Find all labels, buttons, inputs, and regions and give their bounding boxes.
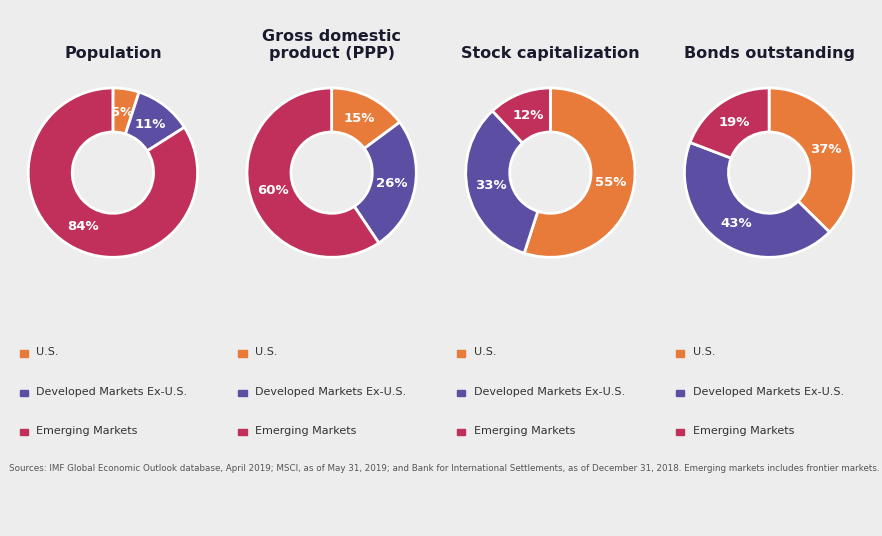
Text: 60%: 60% [258,184,289,197]
Text: 11%: 11% [135,118,166,131]
Text: Emerging Markets: Emerging Markets [255,426,356,436]
Text: U.S.: U.S. [474,347,497,358]
Wedge shape [332,88,400,148]
Bar [19,429,28,435]
Text: 12%: 12% [512,109,543,122]
Text: Developed Markets Ex-U.S.: Developed Markets Ex-U.S. [36,387,188,397]
Wedge shape [466,111,538,253]
Wedge shape [113,88,139,134]
Title: Gross domestic
product (PPP): Gross domestic product (PPP) [262,29,401,62]
Text: 43%: 43% [721,218,752,230]
Text: 19%: 19% [719,116,751,129]
Text: 84%: 84% [68,220,100,233]
Bar [238,429,247,435]
Bar [19,390,28,396]
Wedge shape [492,88,550,143]
Wedge shape [28,88,198,257]
Bar [676,351,684,357]
Wedge shape [684,143,829,257]
Text: 37%: 37% [810,143,841,155]
Text: 5%: 5% [111,106,133,119]
Text: Emerging Markets: Emerging Markets [692,426,794,436]
Text: Developed Markets Ex-U.S.: Developed Markets Ex-U.S. [255,387,407,397]
Title: Population: Population [64,47,161,62]
Text: 26%: 26% [376,176,407,190]
Text: U.S.: U.S. [36,347,59,358]
Bar [457,351,466,357]
Text: U.S.: U.S. [255,347,278,358]
Text: Emerging Markets: Emerging Markets [36,426,138,436]
Wedge shape [247,88,378,257]
Text: 15%: 15% [343,111,375,125]
Wedge shape [690,88,769,158]
Text: Developed Markets Ex-U.S.: Developed Markets Ex-U.S. [474,387,625,397]
Text: Sources: IMF Global Economic Outlook database, April 2019; MSCI, as of May 31, 2: Sources: IMF Global Economic Outlook dat… [9,464,882,473]
Bar [19,351,28,357]
Text: 55%: 55% [594,176,626,189]
Bar [238,351,247,357]
Title: Bonds outstanding: Bonds outstanding [684,47,855,62]
Bar [676,429,684,435]
Wedge shape [125,92,184,151]
Bar [676,390,684,396]
Wedge shape [524,88,635,257]
Text: U.S.: U.S. [692,347,715,358]
Bar [457,429,466,435]
Wedge shape [769,88,854,232]
Bar [238,390,247,396]
Text: 33%: 33% [475,180,506,192]
Bar [457,390,466,396]
Wedge shape [355,122,416,243]
Text: Emerging Markets: Emerging Markets [474,426,575,436]
Text: Developed Markets Ex-U.S.: Developed Markets Ex-U.S. [692,387,844,397]
Title: Stock capitalization: Stock capitalization [461,47,639,62]
